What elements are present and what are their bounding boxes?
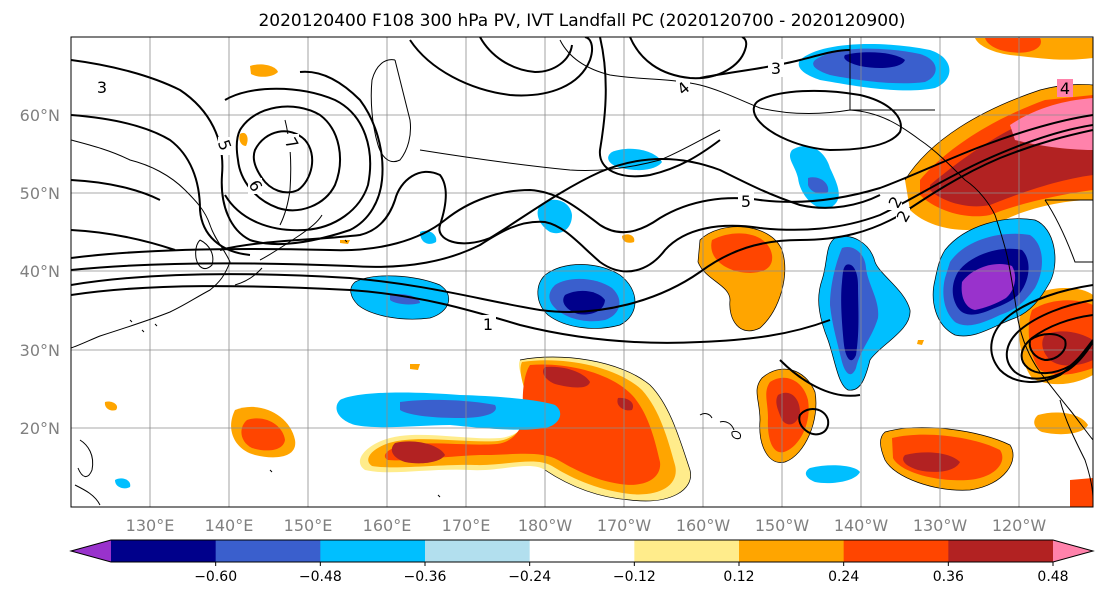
colorbar-tick-label: 0.12 <box>723 569 754 585</box>
contour-label-1: 1 <box>483 315 493 334</box>
pv-contours <box>71 37 1093 436</box>
contour-label-3-west: 3 <box>97 78 107 97</box>
colorbar-extend-high <box>1053 540 1093 562</box>
lon-label: 130°E <box>126 516 175 535</box>
colorbar-segment <box>948 540 1054 562</box>
contour-label-3-north: 3 <box>771 59 781 78</box>
lon-label: 140°E <box>205 516 254 535</box>
colorbar-tick-label: −0.36 <box>404 569 447 585</box>
contour-label-4-east: 4 <box>1060 79 1070 98</box>
colorbar-tick-label: −0.24 <box>508 569 551 585</box>
lon-label: 150°E <box>284 516 333 535</box>
colorbar-tick-label: −0.60 <box>194 569 237 585</box>
lat-label-40n: 40°N <box>20 262 60 281</box>
lon-label: 170°E <box>442 516 491 535</box>
lon-label: 160°W <box>676 516 731 535</box>
lon-label: 180°W <box>518 516 573 535</box>
lat-label-60n: 60°N <box>20 106 60 125</box>
lon-label: 160°E <box>363 516 412 535</box>
colorbar-segment <box>425 540 531 562</box>
colorbar-segment <box>320 540 426 562</box>
contour-label-5-mid: 5 <box>741 192 751 211</box>
colorbar-tick-label: 0.48 <box>1037 569 1068 585</box>
graticule <box>71 37 1093 507</box>
map-area: 3 7 5 6 3 4 5 2 2 4 1 <box>71 37 1093 507</box>
map-frame <box>70 36 1094 508</box>
lon-label: 150°W <box>755 516 810 535</box>
longitude-labels: 130°E 140°E 150°E 160°E 170°E 180°W 170°… <box>126 516 1047 535</box>
colorbar-extend-low <box>71 540 111 562</box>
map-title: 2020120400 F108 300 hPa PV, IVT Landfall… <box>258 11 905 31</box>
contour-labels: 3 7 5 6 3 4 5 2 2 4 1 <box>94 59 1073 334</box>
lon-label: 140°W <box>834 516 889 535</box>
lat-label-30n: 30°N <box>20 341 60 360</box>
colorbar-outline <box>69 539 1095 563</box>
colorbar-tick-label: 0.24 <box>828 569 859 585</box>
coastlines <box>71 38 1093 506</box>
lat-label-50n: 50°N <box>20 184 60 203</box>
lat-label-20n: 20°N <box>20 419 60 438</box>
anomaly-outlines <box>350 84 1093 502</box>
colorbar-segment <box>529 540 635 562</box>
colorbar-segment <box>111 540 217 562</box>
colorbar-segment <box>215 540 321 562</box>
colorbar-tick-label: 0.36 <box>933 569 964 585</box>
lon-label: 120°W <box>992 516 1047 535</box>
colorbar-tick-label: −0.48 <box>299 569 342 585</box>
lon-label: 130°W <box>913 516 968 535</box>
colorbar-tick-label: −0.12 <box>613 569 656 585</box>
colorbar-segment <box>843 540 949 562</box>
colorbar-segment <box>634 540 740 562</box>
colorbar-segment <box>739 540 845 562</box>
latitude-labels: 60°N 50°N 40°N 30°N 20°N <box>20 106 60 438</box>
lon-label: 170°W <box>597 516 652 535</box>
colorbar: −0.60 −0.48 −0.36 −0.24 −0.12 0.12 0.24 0.36 0.4… <box>69 539 1095 585</box>
